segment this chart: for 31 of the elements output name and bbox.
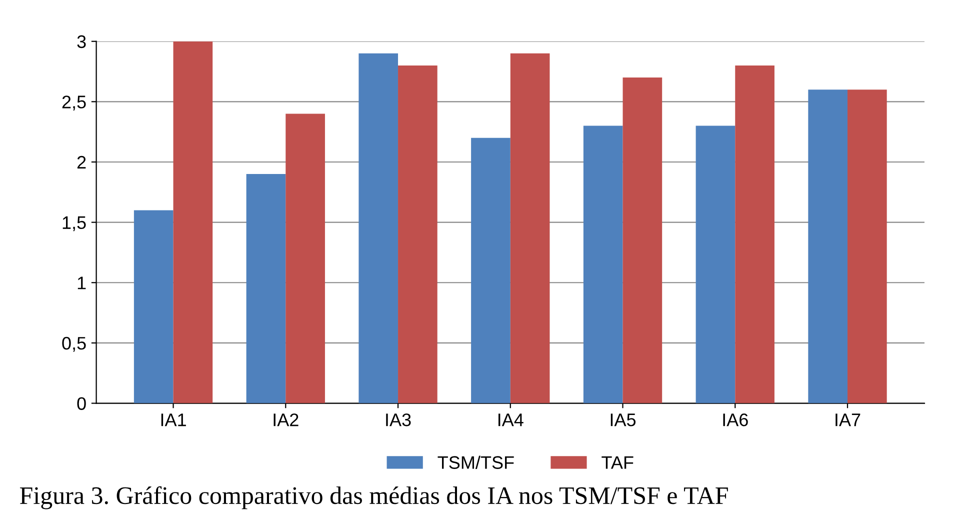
bar	[246, 174, 286, 404]
text: Figura 3. Gráfico comparativo das médias dos IA nos TSM/TSF e TAF	[20, 486, 728, 510]
y-tick-label: 2,5	[62, 96, 86, 111]
bar	[808, 90, 848, 404]
bar	[286, 114, 325, 404]
x-tick-label: IA5	[610, 414, 636, 426]
y-tick-label: 1,5	[62, 216, 86, 232]
legend-label: TSM/TSF	[438, 456, 514, 469]
legend-label: TAF	[602, 456, 634, 469]
bar	[622, 78, 662, 404]
x-tick-label: IA6	[723, 413, 748, 426]
bar	[173, 41, 213, 404]
bar	[358, 53, 398, 404]
bar	[848, 90, 887, 404]
y-tick-label: 1	[78, 276, 86, 290]
y-tick-label: 0	[77, 397, 86, 410]
y-tick-label: 3	[77, 35, 86, 48]
y-tick-label: 0,5	[62, 336, 86, 352]
bar	[134, 210, 174, 404]
bar	[735, 65, 774, 404]
y-tick-label: 2	[77, 156, 86, 169]
bar	[583, 126, 623, 404]
x-tick-label: IA4	[498, 414, 524, 426]
x-tick-label: IA3	[386, 413, 411, 426]
x-tick-label: IA1	[161, 414, 186, 426]
bar	[510, 53, 550, 404]
bar	[398, 65, 438, 404]
x-tick-label: IA7	[836, 414, 860, 426]
bar	[471, 138, 510, 404]
bar	[696, 126, 736, 404]
x-tick-label: IA2	[274, 413, 298, 426]
